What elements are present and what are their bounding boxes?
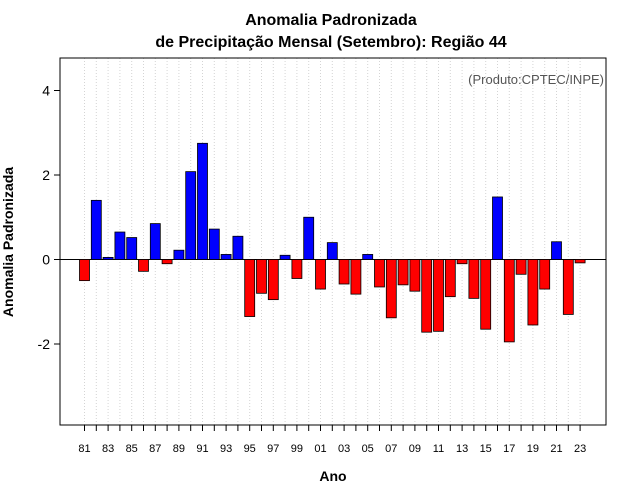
bar: [256, 259, 267, 294]
bar: [444, 259, 456, 298]
bar: [220, 254, 232, 260]
bar: [421, 259, 433, 333]
y-axis-title: Anomalia Padronizada: [0, 167, 16, 317]
x-tick-label: 97: [267, 443, 279, 455]
x-tick-label: 89: [173, 443, 185, 455]
bar: [197, 142, 208, 260]
x-tick-label: 93: [220, 443, 232, 455]
credit-label: (Produto:CPTEC/INPE): [468, 72, 604, 87]
y-tick-label: 2: [42, 167, 50, 183]
chart-title-line2: de Precipitação Mensal (Setembro): Regiã…: [155, 34, 506, 51]
x-tick-label: 21: [550, 443, 562, 455]
bar: [315, 259, 326, 290]
bar: [492, 196, 503, 260]
bar: [161, 259, 173, 265]
bar: [409, 259, 421, 292]
x-axis-title: Ano: [319, 468, 346, 484]
bar: [279, 254, 291, 260]
x-tick-label: 91: [196, 443, 208, 455]
bar: [539, 259, 551, 290]
bar: [208, 228, 220, 260]
x-tick-label: 13: [456, 443, 468, 455]
bar: [551, 241, 562, 260]
bar: [527, 259, 539, 326]
bar: [574, 259, 586, 264]
x-tick-label: 17: [503, 443, 515, 455]
bar: [267, 259, 279, 301]
bar: [90, 199, 102, 260]
y-axis: -2 0 2 4: [38, 83, 60, 352]
x-tick-label: 11: [433, 443, 444, 455]
bar: [138, 259, 149, 272]
bar: [326, 242, 338, 260]
x-tick-label: 03: [338, 443, 350, 455]
bar: [433, 259, 444, 332]
y-tick-label: 4: [42, 83, 50, 99]
x-tick-label: 01: [314, 443, 326, 455]
x-tick-label: 23: [574, 443, 586, 455]
x-tick-label: 05: [362, 443, 374, 455]
x-tick-label: 85: [126, 443, 138, 455]
y-tick-label: -2: [38, 336, 51, 352]
bar: [515, 259, 527, 275]
bar: [149, 223, 161, 260]
bar: [185, 171, 197, 260]
x-tick-label: 99: [291, 443, 303, 455]
bar: [244, 259, 256, 317]
bar: [232, 235, 244, 260]
bar: [362, 254, 374, 260]
bar: [468, 259, 480, 299]
bar: [480, 259, 492, 330]
bar: [79, 259, 90, 282]
plot-frame: [59, 57, 607, 426]
y-tick-label: 0: [42, 252, 50, 268]
bar: [350, 259, 362, 295]
bar: [126, 237, 138, 260]
bar: [385, 259, 397, 319]
bar: [303, 216, 315, 260]
bar: [503, 259, 515, 343]
bar: [102, 256, 114, 260]
x-axis: 81 83 85 87 89 91 93 95 97 99 01 03 05 07 09 11 13 15 17 19…: [78, 425, 586, 455]
bar: [562, 259, 574, 315]
x-tick-label: 15: [480, 443, 492, 455]
bar: [173, 249, 185, 260]
bar: [397, 259, 409, 286]
x-tick-label: 09: [409, 443, 421, 455]
bar: [291, 259, 303, 279]
x-tick-label: 19: [527, 443, 539, 455]
x-tick-label: 07: [385, 443, 397, 455]
x-tick-label: 81: [78, 443, 90, 455]
bar: [456, 259, 468, 265]
x-tick-label: 87: [149, 443, 161, 455]
bar: [338, 259, 350, 285]
bars: [79, 142, 586, 343]
x-tick-label: 95: [244, 443, 256, 455]
chart-title-line1: Anomalia Padronizada: [245, 12, 417, 29]
bar: [114, 231, 126, 260]
bar: [374, 259, 385, 288]
x-tick-label: 83: [102, 443, 114, 455]
